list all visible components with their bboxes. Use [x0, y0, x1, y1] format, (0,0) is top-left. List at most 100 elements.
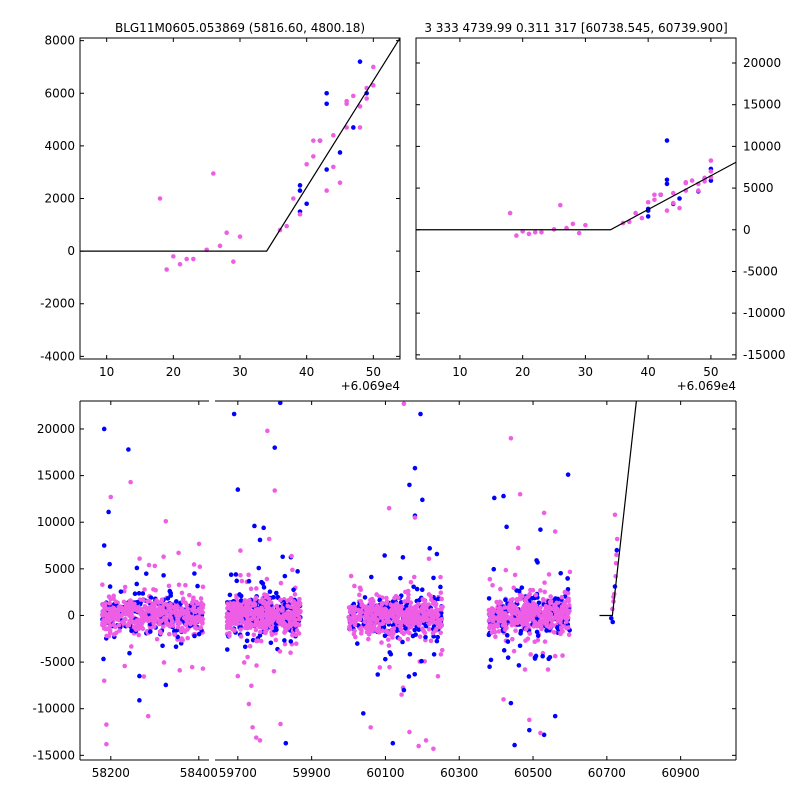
- magenta-point: [397, 636, 403, 642]
- blue-point: [412, 627, 417, 633]
- blue-point: [118, 589, 124, 594]
- blue-point: [434, 551, 440, 557]
- magenta-point: [526, 231, 532, 237]
- blue-point: [283, 740, 289, 746]
- magenta-point: [386, 505, 392, 511]
- blue-point: [527, 727, 532, 733]
- magenta-point: [258, 629, 263, 635]
- magenta-point: [439, 623, 445, 628]
- late-point: [614, 536, 620, 542]
- magenta-point: [251, 612, 257, 617]
- magenta-point: [352, 618, 357, 624]
- magenta-point: [100, 582, 105, 587]
- blue-point: [324, 167, 329, 172]
- blue-point: [127, 650, 132, 656]
- magenta-point: [543, 603, 549, 609]
- magenta-point: [520, 610, 525, 616]
- magenta-point: [427, 621, 432, 627]
- blue-point: [252, 523, 257, 529]
- magenta-point: [258, 599, 263, 604]
- magenta-point: [148, 608, 153, 614]
- magenta-point: [409, 608, 415, 614]
- magenta-point: [288, 595, 294, 601]
- blue-point: [324, 90, 329, 96]
- axes-frame: [415, 37, 737, 360]
- blue-point: [337, 150, 343, 155]
- magenta-point: [527, 631, 533, 636]
- magenta-point: [136, 624, 141, 630]
- blue-point: [390, 740, 396, 746]
- magenta-point: [297, 596, 302, 602]
- magenta-point: [532, 229, 538, 235]
- magenta-point: [664, 208, 670, 213]
- blue-point: [227, 592, 233, 598]
- magenta-point: [108, 617, 114, 623]
- blue-point: [547, 654, 553, 660]
- blue-point: [406, 674, 412, 679]
- y-tick-label: 10000: [743, 139, 781, 153]
- magenta-point: [285, 603, 290, 609]
- y-tick-label: 8000: [44, 34, 75, 48]
- magenta-point: [377, 665, 383, 670]
- magenta-point: [390, 635, 395, 640]
- magenta-point: [380, 621, 385, 626]
- magenta-point: [257, 621, 263, 627]
- magenta-point: [408, 604, 413, 610]
- magenta-point: [408, 624, 414, 630]
- magenta-point: [180, 599, 186, 604]
- magenta-point: [191, 562, 197, 567]
- magenta-point: [352, 628, 357, 634]
- x-tick-label: 58200: [92, 766, 130, 780]
- blue-point: [504, 524, 509, 530]
- magenta-point: [351, 608, 357, 614]
- magenta-point: [527, 717, 532, 723]
- blue-point: [282, 638, 287, 643]
- magenta-point: [708, 158, 714, 163]
- magenta-point: [408, 613, 414, 619]
- magenta-point: [166, 603, 172, 608]
- magenta-point: [360, 603, 366, 608]
- magenta-point: [179, 606, 184, 611]
- late-point: [613, 560, 619, 566]
- blue-point: [553, 596, 558, 601]
- magenta-point: [227, 633, 232, 639]
- blue-point: [412, 465, 418, 471]
- magenta-point: [174, 604, 180, 609]
- blue-point: [518, 628, 524, 634]
- magenta-point: [401, 614, 407, 620]
- magenta-point: [504, 625, 509, 631]
- magenta-point: [409, 618, 415, 624]
- magenta-point: [387, 619, 392, 624]
- magenta-point: [553, 612, 559, 618]
- magenta-point: [161, 602, 167, 607]
- magenta-point: [266, 536, 272, 542]
- magenta-point: [260, 614, 265, 620]
- blue-point: [106, 509, 111, 515]
- magenta-point: [118, 604, 124, 610]
- magenta-point: [290, 600, 296, 606]
- magenta-point: [357, 104, 363, 109]
- blue-point: [398, 575, 403, 581]
- magenta-point: [112, 611, 118, 617]
- magenta-point: [511, 648, 517, 654]
- blue-point: [436, 596, 441, 602]
- magenta-point: [408, 579, 414, 585]
- blue-point: [435, 634, 440, 640]
- magenta-point: [380, 616, 385, 621]
- magenta-point: [158, 611, 163, 617]
- magenta-point: [422, 604, 427, 610]
- magenta-point: [526, 611, 532, 616]
- blue-point: [245, 631, 250, 637]
- blue-point: [505, 639, 511, 644]
- magenta-point: [395, 614, 401, 619]
- magenta-point: [271, 668, 277, 674]
- magenta-point: [405, 598, 411, 604]
- magenta-point: [246, 620, 252, 625]
- magenta-point: [548, 594, 553, 599]
- blue-point: [257, 537, 263, 543]
- blue-point: [416, 627, 422, 632]
- magenta-point: [195, 601, 200, 607]
- model-line: [599, 401, 637, 617]
- magenta-point: [416, 743, 421, 749]
- magenta-point: [379, 640, 384, 645]
